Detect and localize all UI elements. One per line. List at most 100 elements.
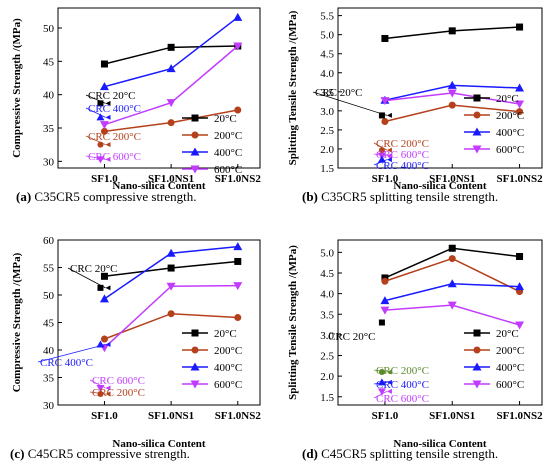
caption-label: (a) (16, 189, 34, 204)
annotation-crc-20c: CRC 20°C (88, 90, 136, 102)
y-tick-label: 35 (43, 123, 55, 135)
legend-label-400c: 400°C (496, 127, 524, 139)
y-tick-label: 40 (43, 345, 55, 357)
data-point-200c (448, 255, 456, 263)
data-point-20c (234, 257, 242, 265)
panel-caption: (c) C45CR5 compressive strength. (10, 446, 190, 461)
data-point-200c (167, 119, 175, 127)
data-point-20c (381, 34, 389, 42)
legend-label-200c: 200°C (214, 130, 242, 142)
data-point-20c (516, 253, 524, 260)
x-tick-label-sf1-0ns2: SF1.0NS2 (215, 173, 262, 185)
annotation-crc-400c: CRC 400°C (40, 357, 93, 369)
x-tick-label-sf1-0ns2: SF1.0NS2 (496, 410, 543, 422)
data-point-400c (380, 296, 390, 305)
data-point-400c (447, 80, 457, 89)
arrow-head (386, 379, 392, 385)
data-point-400c (99, 82, 109, 91)
x-tick-label-sf1-0ns1: SF1.0NS1 (429, 410, 475, 422)
annotation-arrow (373, 381, 387, 385)
legend-label-400c: 400°C (214, 362, 242, 374)
data-point-600c (447, 301, 457, 310)
data-point-200c (234, 106, 242, 114)
legend-label-200c: 200°C (214, 345, 242, 357)
annotation-arrow (89, 379, 106, 389)
arrow-head (386, 147, 392, 153)
caption-label: (b) (302, 189, 321, 204)
arrow-head (386, 157, 392, 163)
annotation-crc-600c: CRC 600°C (376, 149, 429, 161)
y-tick-label: 1.5 (320, 392, 334, 404)
panel-caption: (b) C35CR5 splitting tensile strength. (302, 189, 498, 204)
legend-label-20c: 20°C (496, 328, 519, 340)
arrow-head (105, 385, 111, 391)
x-axis-title: Nano-silica Content (112, 180, 206, 192)
y-tick-label: 4.0 (320, 68, 334, 80)
y-tick-label: 45 (43, 56, 55, 68)
annotation-arrow (373, 369, 387, 373)
arrow-head (386, 112, 392, 118)
data-point-200c (381, 277, 389, 285)
arrow-head (105, 342, 111, 347)
data-point-200c (100, 127, 108, 135)
data-point-400c (166, 64, 176, 73)
annotation-arrow (373, 153, 387, 157)
data-point-400c (166, 248, 176, 257)
data-point-600c (166, 282, 176, 291)
data-point-400c (447, 279, 457, 288)
annotation-arrow (373, 391, 388, 399)
chart-panel-3: 1.5 2.0 2.5 3.0 3.5 4.0 4.5 5.0 SF1.0 SF1.0NS1 SF1… (287, 239, 543, 461)
y-axis-title: Splitting Tensile Strength /(MPa) (287, 245, 299, 400)
y-tick-label: 60 (43, 235, 55, 247)
plot-frame (337, 239, 543, 406)
annotation-crc-20c: CRC 20°C (70, 263, 118, 275)
reference-point-crc-400c (96, 113, 105, 121)
x-tick-label-sf1-0ns1: SF1.0NS1 (148, 173, 194, 185)
x-tick-label-sf1-0: SF1.0 (372, 410, 399, 422)
caption-label: (c) (10, 446, 28, 461)
annotation-arrow (85, 94, 106, 104)
y-tick-label: 30 (43, 400, 55, 412)
y-tick-label: 2.0 (320, 371, 334, 383)
reference-point-crc-20c (97, 100, 104, 107)
caption-text: C35CR5 compressive strength. (34, 189, 196, 204)
annotation-crc-200c: CRC 200°C (88, 131, 141, 143)
annotation-arrow (89, 391, 106, 395)
y-tick-label: 4.5 (320, 49, 334, 61)
legend-label-20c: 20°C (214, 328, 237, 340)
annotation-crc-200c: CRC 200°C (376, 138, 429, 150)
y-tick-label: 2.0 (320, 144, 334, 156)
legend-label-200c: 200°C (496, 110, 524, 122)
annotation-arrow (85, 107, 106, 118)
legend-label-20c: 20°C (214, 113, 237, 125)
legend-label-600c: 600°C (214, 164, 242, 176)
data-point-600c (380, 97, 390, 106)
legend-label-400c: 400°C (496, 362, 524, 374)
chart-panel-0: 30 35 40 45 50 SF1.0 SF1.0NS1 SF1.0NS2 Nano-sili… (11, 7, 262, 204)
y-axis-title: Compressive Strength /(MPa) (11, 18, 23, 158)
data-point-600c (515, 100, 525, 109)
plot-frame (57, 7, 261, 169)
legend-marker-600c (472, 380, 482, 389)
caption-label: (d) (302, 446, 321, 461)
y-tick-label: 35 (43, 373, 55, 385)
y-tick-label: 3.0 (320, 330, 334, 342)
y-tick-label: 3.0 (320, 106, 334, 118)
legend-marker-400c (190, 147, 200, 156)
y-tick-label: 4.5 (320, 268, 334, 280)
x-tick-label-sf1-0: SF1.0 (372, 173, 399, 185)
x-tick-label-sf1-0: SF1.0 (91, 173, 118, 185)
arrow-head (105, 285, 111, 291)
reference-point-crc-200c (97, 391, 104, 397)
annotation-crc-600c: CRC 600°C (92, 375, 145, 387)
arrow-head (386, 369, 392, 375)
y-tick-label: 5.5 (320, 11, 334, 23)
panel-caption: (d) C45CR5 splitting tensile strength. (302, 446, 498, 461)
data-point-600c (233, 42, 243, 51)
data-point-600c (515, 321, 525, 330)
annotation-arrow (85, 135, 106, 146)
data-point-20c (167, 264, 175, 272)
x-tick-label-sf1-0ns2: SF1.0NS2 (496, 173, 543, 185)
data-point-200c (448, 101, 456, 109)
